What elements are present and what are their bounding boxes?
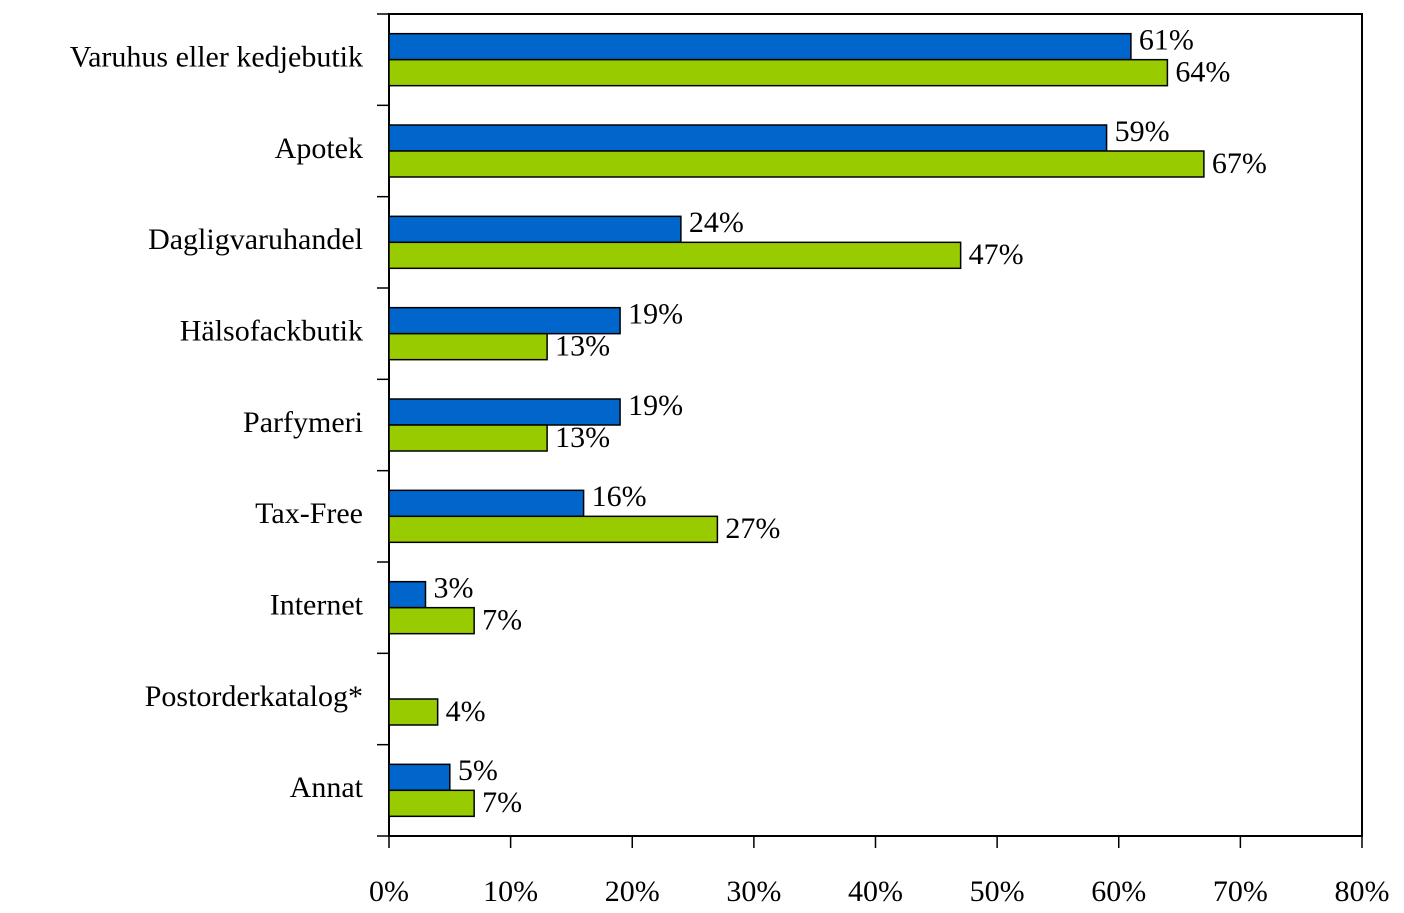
x-tick-label: 60% [1091, 875, 1146, 908]
bar [388, 580, 427, 609]
bar [388, 515, 719, 544]
y-tick-label: Dagligvaruhandel [148, 223, 363, 256]
y-tick-label: Tax-Free [255, 497, 363, 530]
bar [388, 606, 475, 635]
x-tick-label: 70% [1213, 875, 1268, 908]
data-label: 19% [628, 298, 683, 331]
x-tick-label: 10% [483, 875, 538, 908]
bar [388, 124, 1108, 152]
data-label: 64% [1175, 56, 1230, 89]
data-label: 19% [628, 389, 683, 422]
y-tick-label: Postorderkatalog* [145, 680, 363, 713]
bar [388, 332, 548, 361]
y-tick-label: Annat [290, 771, 364, 804]
bar [388, 698, 439, 726]
data-label: 13% [555, 421, 610, 454]
y-tick-label: Apotek [275, 132, 363, 165]
data-label: 16% [592, 480, 647, 513]
y-tick-label: Hälsofackbutik [180, 315, 363, 348]
x-tick-label: 80% [1335, 875, 1390, 908]
bar [388, 763, 451, 792]
bar [388, 424, 548, 452]
x-tick-label: 20% [605, 875, 660, 908]
data-label: 27% [725, 512, 780, 545]
data-label: 67% [1212, 147, 1267, 180]
data-label: 5% [458, 754, 498, 787]
y-tick-label: Internet [270, 589, 364, 622]
data-label: 47% [969, 238, 1024, 271]
data-label: 13% [555, 330, 610, 363]
bar [388, 58, 1169, 87]
bar [388, 241, 962, 270]
x-tick-label: 40% [848, 875, 903, 908]
data-label: 61% [1139, 24, 1194, 57]
y-tick-label: Varuhus eller kedjebutik [70, 41, 363, 74]
x-tick-label: 30% [726, 875, 781, 908]
bar [388, 150, 1205, 178]
bar [388, 789, 475, 818]
bar [388, 489, 585, 518]
y-tick-label: Parfymeri [243, 406, 363, 439]
x-tick-label: 0% [369, 875, 409, 908]
x-tick-label: 50% [970, 875, 1025, 908]
data-label: 7% [482, 786, 522, 819]
bar [388, 32, 1132, 61]
data-label: 24% [689, 206, 744, 239]
data-label: 4% [446, 695, 486, 728]
data-label: 3% [433, 572, 473, 605]
data-label: 7% [482, 604, 522, 637]
data-label: 59% [1115, 115, 1170, 148]
bar [388, 215, 682, 244]
